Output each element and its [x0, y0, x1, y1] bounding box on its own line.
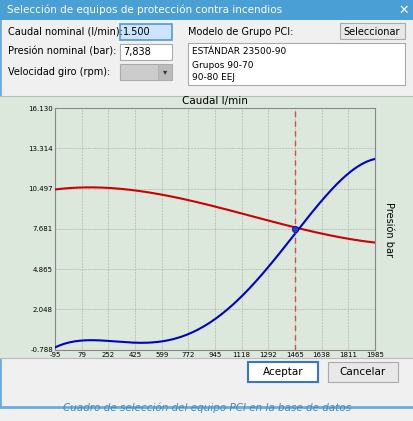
FancyBboxPatch shape: [0, 0, 413, 20]
Text: Modelo de Grupo PCI:: Modelo de Grupo PCI:: [188, 27, 293, 37]
FancyBboxPatch shape: [339, 23, 404, 39]
FancyBboxPatch shape: [0, 0, 413, 407]
FancyBboxPatch shape: [120, 44, 171, 60]
Title: Caudal l/min: Caudal l/min: [182, 96, 247, 106]
Text: ▾: ▾: [162, 67, 167, 77]
FancyBboxPatch shape: [0, 96, 413, 358]
Text: 7,838: 7,838: [123, 47, 150, 57]
Text: Cancelar: Cancelar: [339, 367, 385, 377]
Text: ESTÁNDAR 23500-90: ESTÁNDAR 23500-90: [192, 48, 285, 56]
Text: Seleccionar: Seleccionar: [343, 27, 399, 37]
Text: Caudal nominal (l/min):: Caudal nominal (l/min):: [8, 27, 123, 37]
Text: Selección de equipos de protección contra incendios: Selección de equipos de protección contr…: [7, 5, 281, 15]
FancyBboxPatch shape: [247, 362, 317, 382]
Text: 1.500: 1.500: [123, 27, 150, 37]
Text: Presión bar: Presión bar: [383, 202, 393, 256]
FancyBboxPatch shape: [327, 362, 397, 382]
Text: ✕: ✕: [398, 3, 408, 16]
Text: Presión nominal (bar):: Presión nominal (bar):: [8, 47, 116, 57]
Text: Grupos 90-70: Grupos 90-70: [192, 61, 253, 69]
Text: Aceptar: Aceptar: [262, 367, 303, 377]
Text: Cuadro de selección del equipo PCI en la base de datos: Cuadro de selección del equipo PCI en la…: [63, 403, 350, 413]
FancyBboxPatch shape: [120, 24, 171, 40]
FancyBboxPatch shape: [188, 43, 404, 85]
Text: 90-80 EEJ: 90-80 EEJ: [192, 74, 235, 83]
FancyBboxPatch shape: [120, 64, 171, 80]
FancyBboxPatch shape: [158, 64, 171, 80]
Text: Velocidad giro (rpm):: Velocidad giro (rpm):: [8, 67, 110, 77]
